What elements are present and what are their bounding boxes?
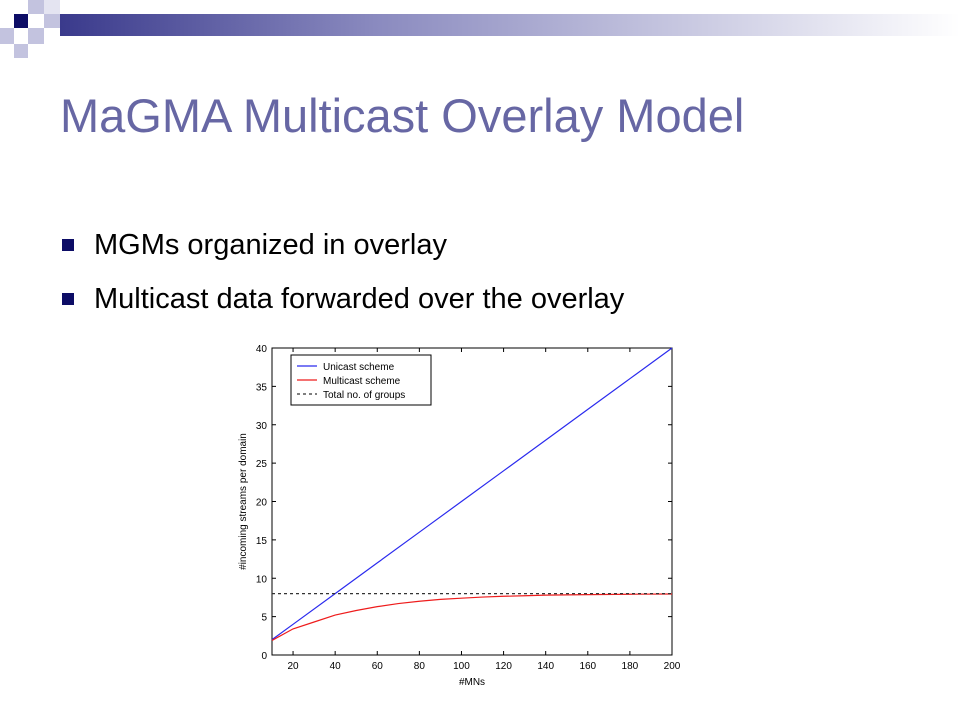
bullet-item: Multicast data forwarded over the overla… [62, 272, 624, 326]
square-bullet-icon [62, 293, 74, 305]
slide-title: MaGMA Multicast Overlay Model [60, 89, 745, 142]
deco-square [0, 28, 14, 44]
deco-square [28, 0, 44, 14]
deco-square [14, 44, 28, 58]
line-chart: 20 40 60 80 100 120 140 160 180 200 0 5 10 15 20 25 30 35… [238, 344, 681, 688]
header-gradient-bar [60, 14, 960, 36]
legend-entry: Multicast scheme [323, 376, 401, 387]
x-tick-label: 200 [664, 661, 681, 672]
deco-square [44, 14, 60, 28]
x-axis-label: #MNs [459, 677, 485, 688]
legend-entry: Total no. of groups [323, 390, 405, 401]
deco-square [44, 0, 60, 14]
bullet-text: MGMs organized in overlay [94, 228, 447, 261]
y-tick-label: 10 [256, 574, 268, 585]
x-tick-label: 20 [287, 661, 299, 672]
bullet-list: MGMs organized in overlay Multicast data… [62, 218, 624, 326]
bullet-item: MGMs organized in overlay [62, 218, 624, 272]
bullet-text: Multicast data forwarded over the overla… [94, 282, 625, 315]
x-tick-label: 40 [330, 661, 342, 672]
y-tick-label: 20 [256, 498, 268, 509]
y-tick-label: 15 [256, 536, 268, 547]
deco-square [28, 28, 44, 44]
y-tick-label: 35 [256, 382, 268, 393]
y-tick-label: 40 [256, 344, 268, 355]
square-bullet-icon [62, 239, 74, 251]
header-decoration [0, 0, 960, 58]
x-tick-label: 180 [622, 661, 639, 672]
x-tick-label: 140 [537, 661, 554, 672]
y-tick-label: 5 [261, 613, 267, 624]
deco-square [14, 14, 28, 28]
multicast-series-line [271, 593, 673, 641]
unicast-series-line [271, 347, 673, 641]
x-tick-label: 120 [495, 661, 512, 672]
x-tick-label: 100 [453, 661, 470, 672]
x-tick-label: 80 [414, 661, 426, 672]
y-tick-label: 25 [256, 459, 268, 470]
y-tick-label: 30 [256, 421, 268, 432]
legend-entry: Unicast scheme [323, 362, 395, 373]
x-tick-label: 160 [579, 661, 596, 672]
x-tick-label: 60 [372, 661, 384, 672]
y-axis-label: #incoming streams per domain [238, 433, 249, 570]
y-tick-label: 0 [261, 651, 267, 662]
